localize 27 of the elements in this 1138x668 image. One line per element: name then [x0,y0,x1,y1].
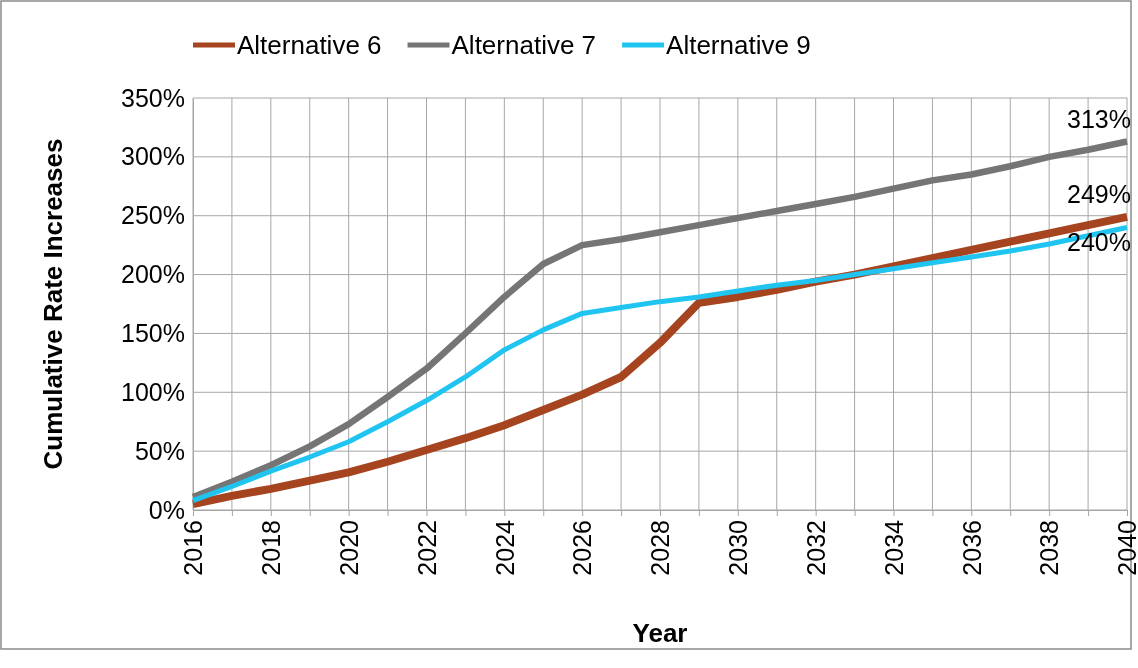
x-tick-label: 2040 [1113,520,1138,576]
legend-label: Alternative 6 [237,30,382,60]
x-tick-label: 2036 [957,520,986,576]
y-tick-label: 50% [134,436,185,465]
legend-label: Alternative 9 [666,30,811,60]
y-tick-label: 300% [121,142,185,171]
y-tick-label: 350% [121,83,185,112]
x-tick-label: 2030 [724,520,753,576]
legend-label: Alternative 7 [451,30,597,60]
x-tick-label: 2020 [334,520,363,576]
data-label: 240% [1067,228,1131,257]
data-label: 313% [1067,104,1131,133]
y-tick-label: 150% [121,318,185,347]
x-tick-label: 2032 [801,520,830,576]
y-tick-label: 200% [121,260,185,289]
x-tick-label: 2028 [646,520,675,576]
y-tick-label: 100% [121,377,185,406]
y-tick-label: 250% [121,201,185,230]
x-tick-label: 2022 [412,520,441,576]
x-tick-label: 2034 [879,519,908,576]
x-tick-label: 2024 [490,519,519,576]
x-axis-title: Year [632,618,688,648]
y-axis-title: Cumulative Rate Increases [38,138,68,470]
data-label: 249% [1067,179,1131,208]
x-tick-label: 2038 [1035,520,1064,576]
x-tick-label: 2018 [257,520,286,576]
x-tick-label: 2026 [568,520,597,576]
